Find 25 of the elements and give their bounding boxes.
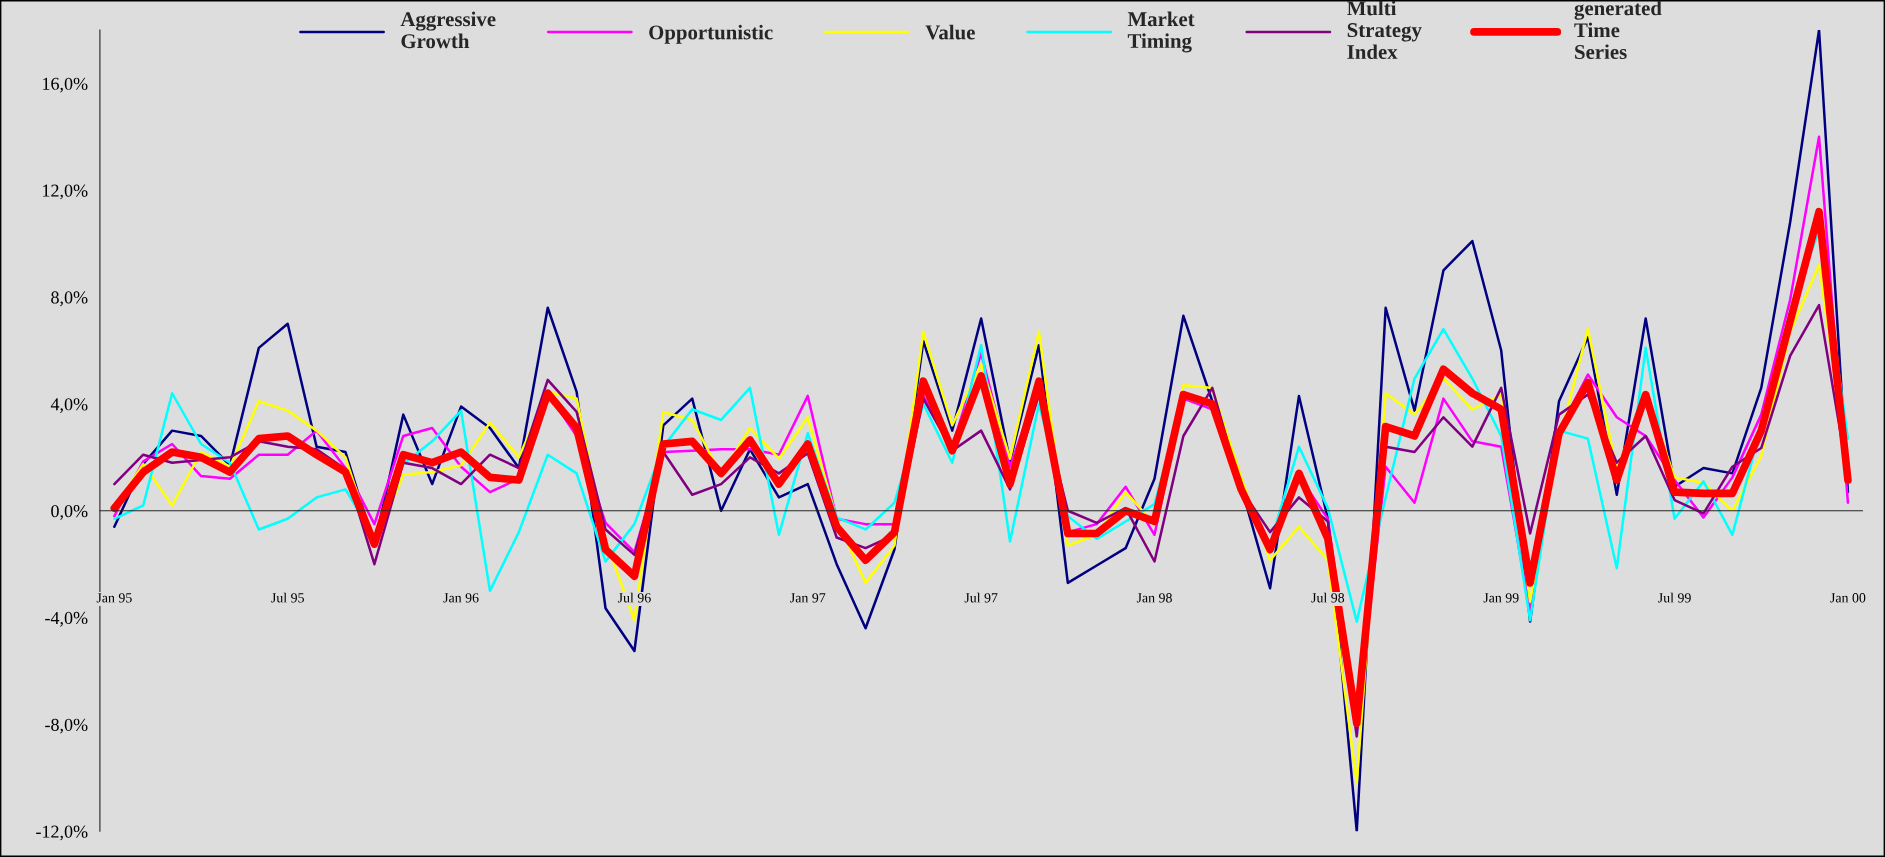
y-tick-label: -12,0% (36, 825, 88, 841)
y-tick-label: -4,0% (45, 611, 88, 627)
legend-label: Aggressive Growth (400, 11, 496, 49)
x-tick-label: Jul 98 (1311, 592, 1345, 603)
y-tick-label: 0,0% (51, 505, 88, 520)
legend-label: Value (925, 24, 975, 40)
x-tick-label: Jan 97 (790, 593, 826, 603)
x-tick-label: Jul 97 (964, 592, 998, 603)
x-tick-label: Jul 95 (271, 592, 304, 603)
x-tick-label: Jul 96 (617, 592, 651, 603)
legend-label: Market Timing (1127, 11, 1195, 53)
y-tick-label: 4,0% (50, 398, 88, 413)
y-tick-label: 12,0% (43, 184, 88, 200)
y-tick-label: -8,0% (45, 718, 88, 734)
x-tick-label: Jan 96 (443, 593, 479, 603)
legend-label: Opportunistic (649, 24, 773, 44)
x-tick-label: Jul 99 (1658, 592, 1691, 603)
x-tick-label: Jan 00 (1830, 593, 1866, 603)
x-tick-label: Jan 98 (1136, 593, 1172, 603)
y-tick-label: 16,0% (43, 77, 88, 93)
x-tick-label: Jan 95 (96, 593, 132, 603)
x-tick-label: Jan 99 (1483, 593, 1519, 603)
legend-label: generated Time Series (1574, 0, 1662, 60)
legend-label: Multi Strategy Index (1347, 0, 1422, 60)
y-tick-label: 8,0% (51, 291, 88, 307)
